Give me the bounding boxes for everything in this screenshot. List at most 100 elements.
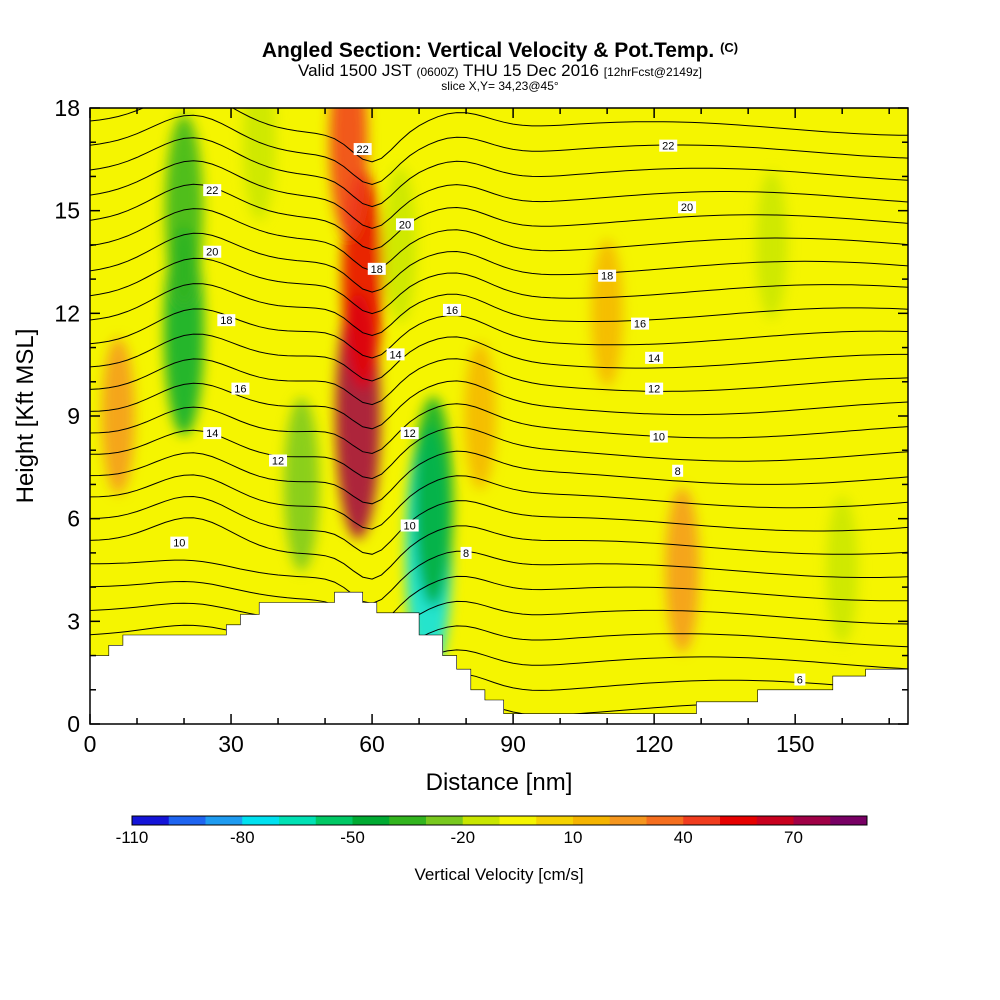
theta-contour-7	[90, 517, 908, 580]
colorbar-swatch	[609, 816, 647, 825]
theta-contour-5	[90, 575, 908, 628]
contour-label: 10	[649, 430, 668, 444]
x-tick-label: 60	[359, 731, 385, 757]
theta-contour-13	[90, 380, 908, 430]
x-axis-label: Distance [nm]	[426, 769, 573, 796]
slice-info: slice X,Y= 34,23@45°	[441, 79, 559, 93]
y-tick-label: 3	[67, 608, 80, 634]
y-tick-label: 6	[67, 506, 80, 532]
contour-label: 20	[203, 245, 222, 259]
y-tick-label: 9	[67, 403, 80, 429]
contour-label: 10	[400, 519, 419, 533]
valid-prefix: Valid 1500 JST	[298, 61, 412, 80]
theta-contour-15	[90, 333, 908, 382]
x-tick-label: 0	[84, 731, 97, 757]
contour-label: 18	[598, 269, 617, 283]
contour-labels: 22 20 18 16 14 12 10 22 20 18 16 14 12 10 8 22 20 18 16 14 1…	[170, 139, 806, 687]
colorbar-swatch	[389, 816, 427, 825]
theta-contour-20	[90, 208, 908, 272]
theta-contour-24	[90, 114, 908, 186]
contour-label-text: 10	[653, 432, 665, 444]
contour-label-text: 12	[404, 428, 416, 440]
theta-contour-12	[90, 403, 908, 455]
valid-date: THU 15 Dec 2016	[462, 61, 600, 80]
contour-label-text: 14	[206, 428, 218, 440]
velocity-feature-13	[755, 171, 788, 319]
contour-label-text: 14	[648, 353, 660, 365]
contour-label-text: 8	[463, 548, 469, 560]
colorbar-swatch	[756, 816, 794, 825]
potential-temperature-contours	[90, 108, 908, 724]
velocity-feature-1	[165, 114, 203, 307]
contour-label: 14	[386, 348, 405, 361]
contour-label: 8	[672, 464, 684, 478]
contour-label: 16	[442, 303, 461, 317]
colorbar-swatch	[536, 816, 574, 825]
theta-contour-23	[90, 137, 908, 208]
colorbar-tick-label: -20	[450, 828, 475, 847]
theta-contour-6	[90, 550, 908, 605]
contour-label: 14	[645, 351, 664, 365]
contour-label-text: 10	[173, 538, 185, 550]
contour-label: 6	[794, 673, 806, 687]
colorbar-swatch	[462, 816, 500, 825]
colorbar-tick-label: 70	[784, 828, 803, 847]
velocity-feature-12	[826, 496, 858, 644]
contour-label-text: 22	[662, 141, 674, 153]
contour-label: 14	[203, 427, 222, 440]
colorbar-swatch	[352, 816, 390, 825]
y-axis-label: Height [Kft MSL]	[12, 329, 39, 504]
contour-label: 12	[645, 382, 664, 396]
y-tick-label: 12	[54, 300, 80, 326]
colorbar-tick-label: -80	[230, 828, 255, 847]
contour-label-text: 20	[399, 219, 411, 231]
contour-label: 20	[678, 201, 697, 214]
theta-contour-10	[90, 450, 908, 505]
colorbar-swatch	[683, 816, 721, 825]
theta-contour-19	[90, 232, 908, 293]
colorbar-tick-label: 40	[674, 828, 693, 847]
contour-label-text: 12	[648, 384, 660, 396]
velocity-feature-2	[283, 397, 320, 572]
contour-label: 22	[203, 184, 222, 197]
terrain	[90, 591, 908, 724]
theta-contour-17	[90, 283, 908, 337]
contour-label-text: 16	[634, 319, 646, 331]
theta-contour-4	[90, 600, 908, 652]
colorbar: -110 -80 -50 -20 10 40 70	[116, 815, 868, 847]
y-axis: 0 3 6 9 12 15 18	[54, 95, 908, 737]
chart-title-unit: (C)	[720, 40, 739, 55]
colorbar-label: Vertical Velocity [cm/s]	[414, 865, 583, 884]
colorbar-tick-label: -50	[340, 828, 365, 847]
theta-contour-9	[90, 474, 908, 530]
contour-label: 18	[367, 262, 386, 276]
velocity-feature-11	[665, 487, 700, 653]
theta-contour-22	[90, 160, 908, 229]
x-tick-label: 90	[500, 731, 526, 757]
colorbar-swatch	[499, 816, 537, 825]
contour-label-text: 10	[404, 521, 416, 533]
x-tick-label: 120	[635, 731, 673, 757]
colorbar-swatch	[279, 816, 317, 825]
velocity-feature-5	[329, 108, 368, 239]
colorbar-swatch	[132, 816, 170, 825]
title-block: Angled Section: Vertical Velocity & Pot.…	[0, 36, 1000, 92]
contour-label-text: 14	[389, 349, 401, 361]
colorbar-swatch	[830, 816, 868, 825]
theta-contour-11	[90, 426, 908, 480]
contour-label-text: 22	[357, 144, 369, 156]
colorbar-swatch	[793, 816, 831, 825]
contour-label-text: 16	[234, 384, 246, 396]
valid-utc: (0600Z)	[416, 65, 459, 79]
contour-label-text: 20	[681, 202, 693, 214]
theta-contour-25	[90, 108, 908, 163]
y-tick-label: 18	[54, 95, 80, 121]
contour-label: 10	[170, 536, 189, 550]
colorbar-swatch	[573, 816, 611, 825]
x-tick-label: 150	[776, 731, 814, 757]
valid-time: Valid 1500 JST (0600Z) THU 15 Dec 2016 […	[0, 61, 1000, 80]
contour-label: 20	[395, 218, 414, 231]
x-tick-label: 30	[218, 731, 244, 757]
colorbar-swatch	[720, 816, 758, 825]
theta-contour-18	[90, 257, 908, 315]
